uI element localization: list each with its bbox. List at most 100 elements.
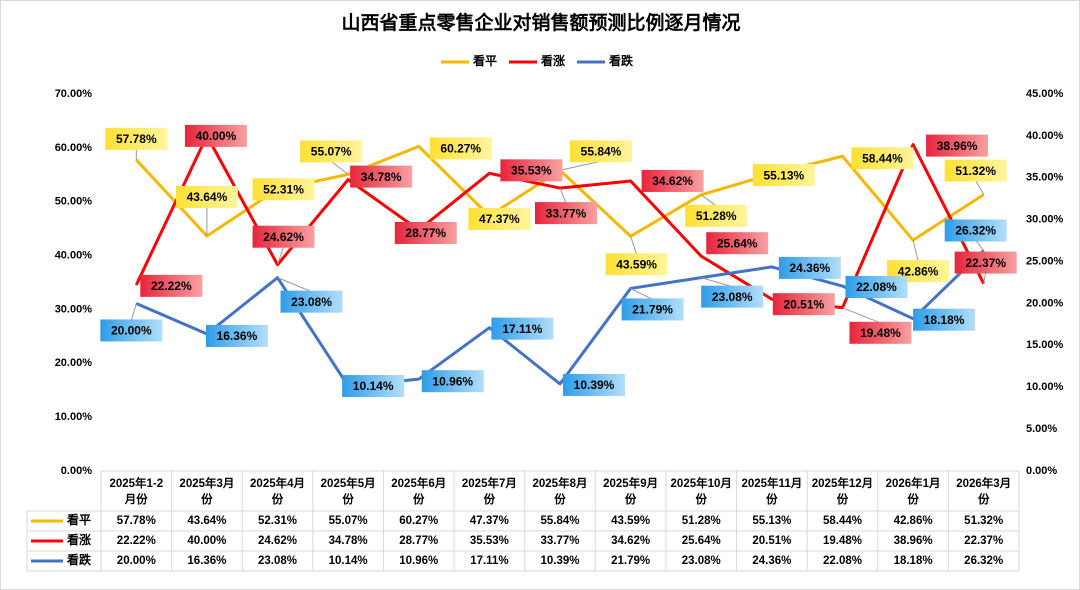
table-cell: 43.59% [611,515,650,527]
data-label: 51.28% [696,209,737,223]
data-label: 52.31% [263,182,304,196]
data-label-box [944,219,1007,242]
table-series-label: 看涨 [67,532,91,547]
legend-label: 看跌 [609,53,634,68]
data-label-box [350,165,413,188]
y-left-tick-label: 70.00% [55,88,93,100]
table-cell: 25.64% [682,535,721,547]
x-category-label: 2025年1-2 [109,476,163,490]
data-label-box [300,140,363,163]
data-label: 26.32% [955,224,996,238]
data-label-box [175,185,238,208]
y-left-tick-label: 50.00% [55,196,93,208]
y-left-tick-label: 40.00% [55,249,93,261]
data-label-box [252,225,315,248]
x-category-label: 份 [907,492,919,506]
data-label-box [140,274,203,297]
data-label-box [772,293,835,316]
table-cell: 42.86% [894,515,933,527]
leader-line [559,187,567,204]
data-label: 55.84% [581,144,622,158]
data-point [771,266,773,268]
data-label: 42.86% [898,264,939,278]
data-label-box [280,290,343,313]
table-series-label: 看平 [67,512,91,527]
x-category-label: 2025年6月 [391,476,446,490]
table-cell: 55.84% [540,515,579,527]
y-right-tick-label: 10.00% [1026,381,1064,393]
data-point [347,179,349,181]
table-cell: 40.00% [187,535,226,547]
data-label-box [421,370,484,393]
data-label-box [491,317,554,340]
series-line-2 [135,249,985,388]
x-category-label: 2025年8月 [533,476,588,490]
data-label-box [851,147,914,170]
data-label-box [535,202,597,225]
data-label: 19.48% [860,326,901,340]
table-cell: 17.11% [470,555,508,567]
data-label-box [184,124,247,147]
data-point [488,327,490,329]
y-right-tick-label: 5.00% [1026,423,1057,435]
data-point [559,383,561,385]
data-label: 34.62% [652,174,693,188]
x-category-label: 2025年9月 [603,476,658,490]
legend-label: 看平 [473,53,497,68]
data-point [700,255,702,257]
x-category-label: 份 [625,492,637,506]
leader-line [277,277,312,293]
table-cell: 34.62% [611,535,650,547]
data-label-box [685,204,748,227]
data-label-box [752,164,815,187]
leader-line [700,194,717,207]
leader-line [630,288,653,300]
data-label-box [641,169,704,192]
data-label-box [500,159,563,182]
data-label: 40.00% [196,129,237,143]
y-left-tick-label: 0.00% [61,465,92,477]
table-cell: 19.48% [823,535,862,547]
data-label-box [926,134,989,157]
table-cell: 51.32% [964,515,1003,527]
table-cell: 22.37% [964,535,1003,547]
leader-line [975,180,985,195]
table-cell: 20.51% [752,535,791,547]
data-label: 20.00% [111,324,152,338]
y-right-tick-label: 25.00% [1026,255,1064,267]
table-cell: 55.13% [752,515,791,527]
table-cell: 23.08% [258,555,297,567]
x-category-label: 2025年12月 [812,476,873,490]
x-category-label: 份 [484,492,496,506]
table-cell: 47.37% [470,515,509,527]
table-cell: 51.28% [682,515,721,527]
data-label-box [205,324,268,347]
data-label: 24.36% [789,261,830,275]
data-label: 22.08% [856,280,897,294]
table-cell: 18.18% [894,555,933,567]
x-category-label: 份 [554,492,566,506]
data-label-box [849,321,912,344]
data-label: 17.11% [502,322,542,336]
data-label: 60.27% [440,142,481,156]
table-cell: 60.27% [399,515,438,527]
data-label: 22.37% [965,256,1006,270]
data-label-box [778,256,841,279]
data-label-box [563,373,625,396]
x-category-label: 份 [342,492,354,506]
data-label-box [105,127,168,150]
y-right-tick-label: 40.00% [1026,130,1064,142]
leader-line [842,307,881,324]
x-category-label: 2025年7月 [462,476,517,490]
table-cell: 24.62% [258,535,297,547]
table-cell: 57.78% [117,515,156,527]
data-label-box [913,308,976,331]
data-label-box [701,285,764,308]
table-cell: 35.53% [470,535,509,547]
legend-label: 看涨 [541,53,565,68]
data-label: 23.08% [291,295,332,309]
data-label-box [706,232,769,255]
data-label: 20.51% [783,297,824,311]
data-point [771,298,773,300]
data-point [841,155,843,157]
